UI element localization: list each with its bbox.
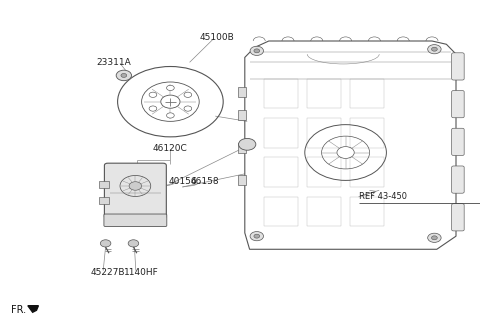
Circle shape (100, 240, 111, 247)
Text: 46158: 46158 (191, 176, 220, 186)
FancyBboxPatch shape (452, 53, 464, 80)
Circle shape (167, 113, 174, 118)
Circle shape (254, 49, 260, 53)
Bar (307, 79, 341, 108)
Polygon shape (28, 306, 38, 312)
Bar (99, 181, 108, 188)
Text: 45100B: 45100B (199, 33, 234, 42)
Text: 45227B: 45227B (90, 268, 125, 277)
Circle shape (121, 73, 127, 77)
Text: 46120C: 46120C (153, 144, 187, 153)
Circle shape (149, 92, 157, 97)
Circle shape (432, 47, 437, 51)
Text: 40156: 40156 (169, 176, 198, 186)
Circle shape (428, 233, 441, 242)
FancyBboxPatch shape (452, 166, 464, 193)
FancyBboxPatch shape (452, 91, 464, 118)
Circle shape (167, 85, 174, 91)
Bar (238, 110, 246, 120)
FancyBboxPatch shape (452, 128, 464, 155)
Bar (264, 157, 298, 187)
Circle shape (239, 138, 256, 150)
Text: REF 43-450: REF 43-450 (359, 192, 407, 201)
FancyBboxPatch shape (104, 163, 166, 219)
Circle shape (432, 236, 437, 240)
Bar (307, 157, 341, 187)
Bar (238, 175, 246, 185)
Circle shape (149, 106, 157, 111)
Bar (350, 118, 384, 148)
Circle shape (250, 46, 264, 55)
Text: 1140HF: 1140HF (124, 268, 158, 277)
Circle shape (129, 182, 142, 190)
Bar (307, 118, 341, 148)
Circle shape (128, 240, 139, 247)
Circle shape (254, 234, 260, 238)
Circle shape (428, 45, 441, 54)
Bar (350, 79, 384, 108)
Bar (264, 79, 298, 108)
Bar (350, 197, 384, 226)
Circle shape (184, 92, 192, 97)
Circle shape (116, 70, 132, 81)
Bar (99, 197, 108, 204)
Circle shape (184, 106, 192, 111)
Bar (238, 143, 246, 153)
Text: 23311A: 23311A (96, 58, 131, 67)
Bar (350, 157, 384, 187)
Bar (238, 87, 246, 97)
FancyBboxPatch shape (452, 204, 464, 231)
Bar (307, 197, 341, 226)
Circle shape (250, 232, 264, 241)
Text: FR.: FR. (11, 305, 26, 315)
Bar (264, 118, 298, 148)
Bar (264, 197, 298, 226)
FancyBboxPatch shape (104, 214, 167, 227)
